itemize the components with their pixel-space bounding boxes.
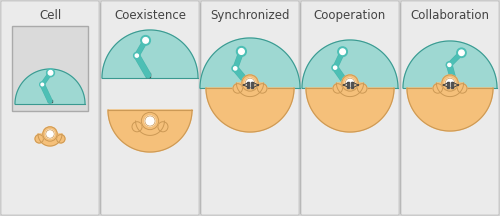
- Polygon shape: [108, 110, 192, 152]
- Polygon shape: [336, 83, 363, 97]
- Polygon shape: [302, 40, 398, 88]
- Polygon shape: [407, 88, 493, 131]
- Circle shape: [333, 84, 342, 93]
- Circle shape: [158, 122, 168, 132]
- Text: Collaboration: Collaboration: [410, 9, 490, 22]
- Bar: [48, 100, 51, 102]
- FancyBboxPatch shape: [12, 26, 88, 111]
- Circle shape: [233, 84, 242, 93]
- Circle shape: [340, 49, 345, 54]
- Polygon shape: [15, 69, 85, 104]
- Circle shape: [132, 122, 142, 132]
- Circle shape: [458, 84, 467, 93]
- Text: Coexistence: Coexistence: [114, 9, 186, 22]
- Bar: [448, 82, 449, 88]
- Circle shape: [446, 62, 452, 68]
- Circle shape: [143, 38, 148, 43]
- FancyBboxPatch shape: [301, 1, 399, 215]
- Circle shape: [236, 46, 246, 56]
- Circle shape: [433, 84, 442, 93]
- Bar: [451, 82, 452, 88]
- Circle shape: [448, 63, 451, 67]
- Circle shape: [232, 65, 238, 72]
- Circle shape: [46, 130, 54, 138]
- Polygon shape: [236, 83, 264, 97]
- Circle shape: [258, 84, 267, 93]
- Circle shape: [345, 78, 355, 88]
- Polygon shape: [403, 41, 497, 88]
- Circle shape: [338, 47, 347, 57]
- Circle shape: [142, 112, 158, 130]
- Polygon shape: [306, 88, 394, 132]
- Bar: [346, 84, 350, 88]
- Circle shape: [43, 127, 57, 141]
- Polygon shape: [136, 121, 164, 135]
- Polygon shape: [38, 134, 62, 146]
- Circle shape: [141, 36, 150, 45]
- Circle shape: [41, 83, 43, 86]
- Circle shape: [459, 50, 464, 56]
- Circle shape: [358, 84, 367, 93]
- Circle shape: [135, 54, 138, 57]
- Circle shape: [238, 49, 244, 54]
- Polygon shape: [102, 30, 198, 78]
- Text: Cooperation: Cooperation: [314, 9, 386, 22]
- Circle shape: [145, 116, 155, 126]
- Circle shape: [242, 75, 258, 91]
- Circle shape: [445, 78, 455, 88]
- FancyBboxPatch shape: [1, 1, 99, 215]
- Circle shape: [245, 78, 255, 88]
- Polygon shape: [436, 83, 464, 97]
- Circle shape: [332, 64, 338, 71]
- Bar: [351, 82, 352, 88]
- Bar: [248, 82, 249, 88]
- Text: Synchronized: Synchronized: [210, 9, 290, 22]
- Circle shape: [334, 66, 337, 69]
- FancyBboxPatch shape: [101, 1, 199, 215]
- Bar: [251, 82, 252, 88]
- Circle shape: [457, 48, 466, 57]
- Bar: [348, 82, 349, 88]
- FancyBboxPatch shape: [201, 1, 299, 215]
- Bar: [146, 73, 150, 77]
- Text: Cell: Cell: [39, 9, 61, 22]
- Circle shape: [442, 75, 458, 91]
- Circle shape: [342, 75, 358, 91]
- Circle shape: [40, 82, 45, 87]
- Circle shape: [35, 135, 43, 143]
- Circle shape: [48, 70, 53, 75]
- Circle shape: [56, 135, 65, 143]
- Circle shape: [46, 69, 54, 77]
- Bar: [248, 84, 252, 88]
- FancyBboxPatch shape: [401, 1, 499, 215]
- Polygon shape: [206, 88, 294, 132]
- Circle shape: [134, 52, 140, 59]
- Polygon shape: [200, 38, 300, 88]
- Circle shape: [234, 67, 237, 70]
- Bar: [453, 84, 457, 87]
